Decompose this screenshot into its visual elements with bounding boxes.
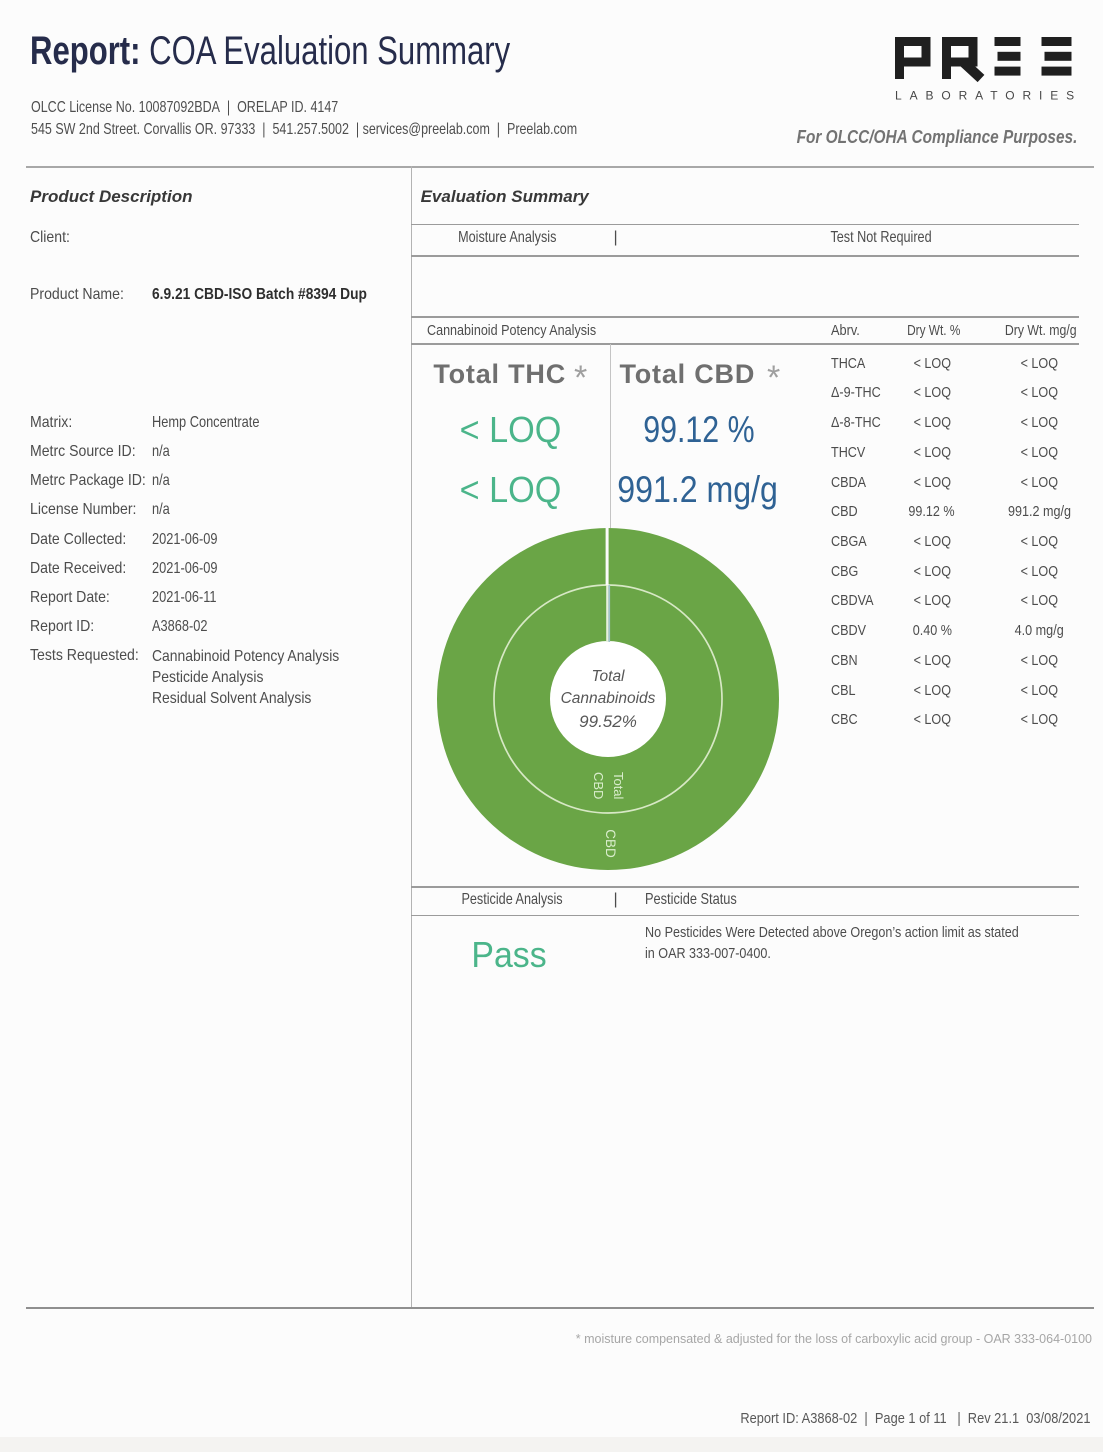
svg-text:Cannabinoids: Cannabinoids [561, 690, 656, 707]
svg-text:99.52%: 99.52% [579, 712, 637, 731]
svg-text:CBD: CBD [603, 829, 618, 858]
svg-text:Total: Total [591, 668, 625, 685]
svg-text:LABORATORIES: LABORATORIES [895, 89, 1075, 102]
svg-text:TotalCBD: TotalCBD [591, 772, 626, 800]
